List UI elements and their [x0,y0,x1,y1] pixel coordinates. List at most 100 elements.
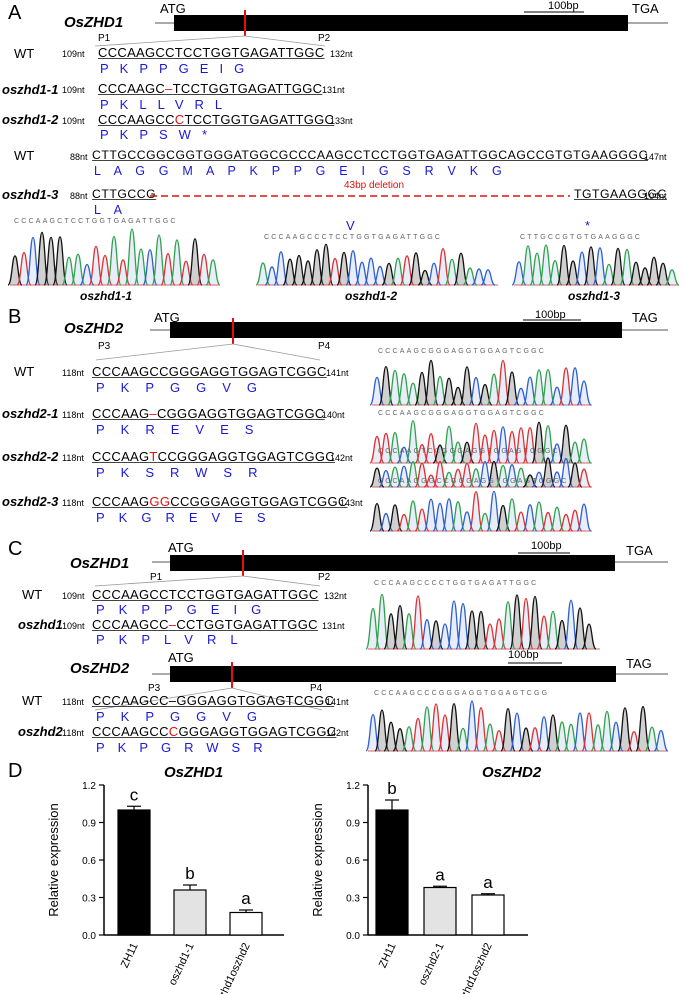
row-label: oszhd2-3 [2,494,59,509]
chromatogram [255,243,498,286]
amino-acids: PKPLVRL [96,632,252,647]
gene-name-b: OsZHD2 [64,320,124,337]
chromatogram-peak [513,467,529,488]
start-codon-c2: ATG [168,650,194,665]
chromatogram-bases: CCCAAGCCCCTGGTGAGATTGGC [374,580,539,587]
row-label: WT [14,148,35,163]
mutation-site: C [174,112,185,127]
significance-letter: a [241,889,251,908]
chromatogram-peak [468,491,484,532]
nt-start: 118nt [62,728,84,738]
stop-codon-c1: TGA [626,543,653,558]
scale-label-b: 100bp [535,309,566,321]
primer-p3-b: P3 [98,341,111,352]
bar [173,889,207,936]
nt-end: 147nt [644,152,667,162]
row-label: oszhd1-2 [2,112,59,127]
bar-chart-oszhd2: Relative expression 0.0 0.3 0.6 0.9 1.2 b ZH11 a… [310,779,528,994]
panel-label-c: C [8,538,23,560]
sequence-mutant: CCCAAGCCCGGGAGGTGGAGTCGGC [92,724,337,739]
sequence-wt: CCCAAGCCGGGAGGTGGAGTCGGC [92,364,327,379]
nt-start: 88nt [70,152,88,162]
row-label: oszhd1 [18,617,63,632]
nt-start: 109nt [62,116,85,126]
chromatogram-peak [441,377,457,406]
chromatogram [7,228,221,286]
row-label: oszhd2-1 [2,406,59,421]
primer-p4-c: P4 [310,683,323,694]
chromatogram-bases: CCCAAGGGCCGGGAGGTGGAGTCGGC [378,478,569,485]
sequence-mutant: CCCAAGGGCCGGGAGGTGGAGTCGGC [92,494,348,509]
chromatogram-peak [664,269,680,286]
nt-end: 131nt [322,621,345,631]
chromatogram-peak [619,248,635,286]
gene-map-c1 [94,550,668,587]
chromatogram-peak [592,247,608,286]
gene-map-a [94,10,668,47]
chromatogram-peak [581,712,597,752]
bar [375,809,409,936]
nt-start: 118nt [62,368,84,378]
chromatogram-peak [653,729,669,752]
deletion-line [150,195,570,197]
chromatogram-peak [374,593,390,650]
row-label: WT [22,693,43,708]
chromatogram [369,359,592,406]
mutation-site: – [165,81,173,96]
category-label: oszhd1oszhd2 [212,941,253,994]
sequence-mutant: CCCAAG–CGGGAGGTGGAGTCGGC [92,406,325,421]
sequence-mutant: CCCAAGCCCTCCTGGTGAGATTGGC [98,112,335,127]
amino-acids: L A G G M A P K P P G E I G S R V K G [94,164,507,178]
panel-label-b: B [8,306,22,328]
nt-end: 143nt [340,498,363,508]
nt-start: 109nt [62,591,85,601]
chromatogram-peak [124,228,140,286]
category-label: oszhd2-1 [417,941,447,987]
chromatogram-peak [414,462,430,488]
chromatogram-bases: CCCAAGTCCGGGAGGTGGAGTCGGC [378,448,560,455]
row-label: WT [14,364,35,379]
chromatogram [369,490,592,532]
deletion-label: 43bp deletion [344,180,405,191]
y-axis-title: Relative expression [46,803,61,916]
stop-codon-b: TAG [632,310,658,325]
chromatogram-peak [576,503,592,532]
y-tick-label: 0.0 [82,931,96,942]
chromatogram-name: oszhd1-2 [345,289,398,303]
primer-p4-b: P4 [318,341,331,352]
chromatogram-peak [369,503,385,532]
nt-start: 109nt [62,621,85,631]
amino-acids: * [585,218,602,233]
primer-p3-c: P3 [148,683,161,694]
y-tick-label: 0.3 [346,894,360,905]
chromatogram-peak [435,247,451,286]
chromatogram-peak [205,259,221,286]
chromatogram-peak [540,425,556,464]
nt-start: 118nt [62,410,84,420]
panel-label-a: A [8,2,22,24]
chromatogram-peak [473,610,489,650]
stop-codon-c2: TAG [626,656,652,671]
nt-start: 118nt [62,453,84,463]
nt-start: 109nt [62,85,85,95]
primer-p1-c: P1 [150,572,163,583]
y-axis-title: Relative expression [310,803,325,916]
amino-acids: PKGREVES [96,510,280,525]
chromatogram [365,593,600,650]
chromatogram [369,420,592,464]
primer-p1-a: P1 [98,33,111,44]
chromatogram-peak [538,244,554,286]
chromatogram-peak [576,468,592,488]
chromatogram-peak [345,250,361,286]
chromatogram-peak [363,257,379,286]
chromatogram [511,244,680,286]
chart-title: OsZHD1 [164,764,224,781]
bar [471,894,505,936]
nt-end: 140nt [322,410,345,420]
chromatogram-peak [410,595,426,650]
scale-label-c1: 100bp [531,540,562,552]
bar [229,911,263,936]
mutation-site: T [149,449,158,464]
nt-end: 132nt [324,591,347,601]
sequence-wt: CCCAAGCC–GGGAGGTGGAGTCGGC [92,693,335,708]
